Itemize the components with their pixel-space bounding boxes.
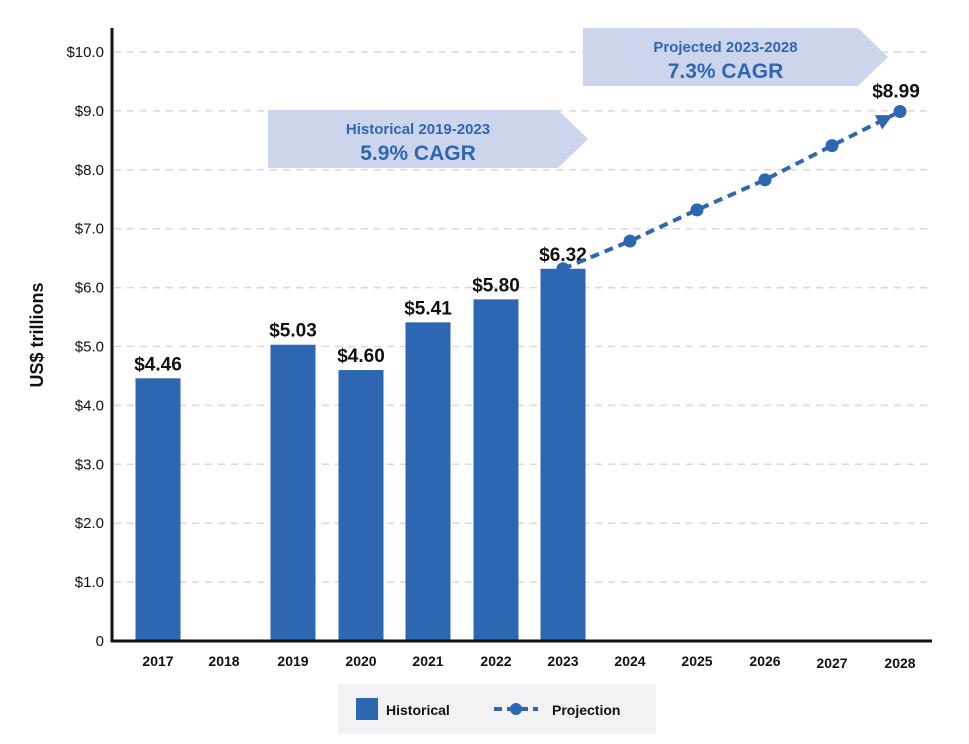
x-tick-label: 2019 — [277, 653, 308, 669]
bar-data-labels: $4.46 $5.03 $4.60 $5.41 $5.80 $6.32 — [134, 245, 587, 376]
bar-value-label: $5.41 — [404, 298, 452, 319]
bar-2019 — [270, 344, 316, 641]
cagr-annotations: Historical 2019-2023 5.9% CAGR Projected… — [268, 28, 888, 168]
historical-bars — [135, 268, 586, 641]
x-tick-label: 2017 — [142, 653, 173, 669]
bar-2023 — [540, 268, 586, 641]
y-tick-label: 0 — [96, 633, 104, 650]
x-tick-label: 2026 — [749, 653, 780, 669]
y-tick-label: $10.0 — [66, 44, 104, 61]
annotation-projected: Projected 2023-2028 7.3% CAGR — [583, 28, 888, 86]
projection-point-2025 — [690, 203, 704, 217]
y-tick-label: $4.0 — [75, 397, 104, 414]
x-tick-label: 2025 — [681, 653, 712, 669]
bar-2017 — [135, 378, 181, 641]
y-tick-label: $9.0 — [75, 103, 104, 120]
x-tick-label: 2027 — [816, 655, 847, 671]
bar-value-label: $4.46 — [134, 354, 182, 375]
bar-2022 — [473, 299, 519, 641]
legend-historical-swatch — [356, 698, 378, 720]
x-tick-label: 2023 — [547, 653, 578, 669]
projection-point-2026 — [758, 173, 772, 187]
annotation-projected-arrow — [583, 28, 888, 86]
x-tick-label: 2021 — [412, 653, 443, 669]
x-axis-ticks: 2017 2018 2019 2020 2021 2022 2023 2024 2025 2026… — [142, 653, 915, 671]
bar-value-label: $5.03 — [269, 321, 317, 342]
x-tick-label: 2022 — [480, 653, 511, 669]
projection-series: $8.99 — [556, 81, 920, 276]
bar-value-label: $5.80 — [472, 275, 520, 296]
y-tick-label: $6.0 — [75, 280, 104, 297]
y-axis-ticks: 0 $1.0 $2.0 $3.0 $4.0 $5.0 $6.0 $7.0 $8.0 $9.0 $10… — [66, 44, 104, 650]
y-tick-label: $8.0 — [75, 162, 104, 179]
annotation-projected-period: Projected 2023-2028 — [653, 39, 797, 56]
y-tick-label: $1.0 — [75, 574, 104, 591]
x-tick-label: 2024 — [614, 653, 645, 669]
y-tick-label: $7.0 — [75, 221, 104, 238]
annotation-historical-period: Historical 2019-2023 — [346, 121, 490, 138]
bar-value-label: $6.32 — [539, 245, 587, 266]
projection-line — [562, 109, 901, 271]
legend: Historical Projection — [338, 684, 656, 734]
projection-value-label: $8.99 — [872, 81, 920, 102]
projection-point-2024 — [623, 234, 637, 248]
y-tick-label: $5.0 — [75, 339, 104, 356]
bar-2020 — [338, 370, 384, 641]
axes — [110, 28, 932, 643]
annotation-historical-cagr: 5.9% CAGR — [360, 142, 476, 165]
projection-arrowhead — [874, 115, 893, 130]
y-axis-label: US$ trillions — [27, 282, 47, 387]
projection-point-2028 — [893, 104, 907, 118]
bar-2021 — [405, 322, 451, 641]
y-tick-label: $2.0 — [75, 515, 104, 532]
x-tick-label: 2018 — [208, 653, 239, 669]
y-tick-label: $3.0 — [75, 456, 104, 473]
x-tick-label: 2020 — [345, 653, 376, 669]
legend-projection-marker — [510, 703, 522, 715]
legend-projection-label: Projection — [552, 702, 620, 718]
bar-value-label: $4.60 — [337, 346, 385, 367]
legend-historical-label: Historical — [386, 702, 450, 718]
projection-point-2027 — [825, 139, 839, 153]
annotation-historical-arrow — [268, 110, 588, 168]
projection-point-2023 — [556, 262, 570, 276]
x-tick-label: 2028 — [884, 655, 915, 671]
annotation-projected-cagr: 7.3% CAGR — [668, 60, 784, 83]
annotation-historical: Historical 2019-2023 5.9% CAGR — [268, 110, 588, 168]
